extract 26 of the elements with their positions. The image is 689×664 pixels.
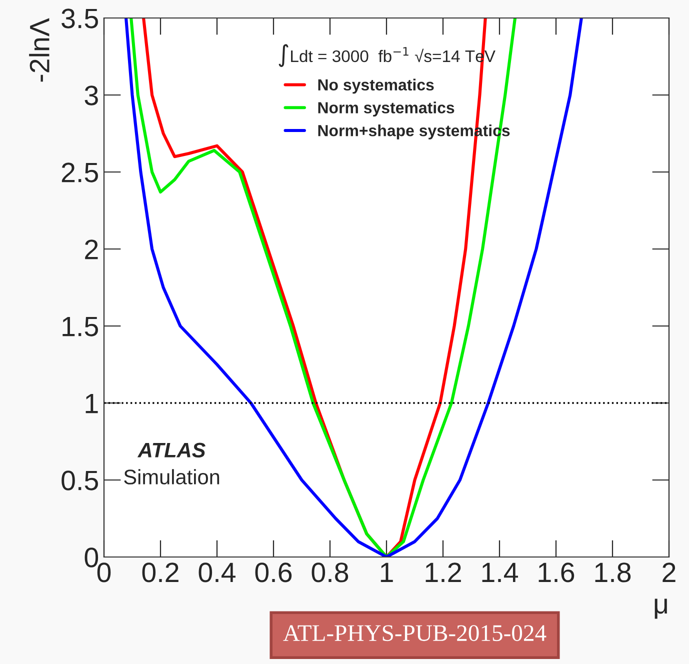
y-tick-label: 3.5 (62, 8, 98, 28)
y-tick-label: 0 (84, 548, 98, 568)
line-series (124, 18, 583, 557)
annotation: Simulation (124, 469, 220, 484)
x-tick-label: 1.2 (426, 562, 461, 582)
y-tick-label: 3 (84, 86, 98, 106)
x-axis-title: μ (654, 598, 667, 619)
x-tick-label: 0.2 (142, 562, 178, 582)
x-tick-label: 1 (380, 562, 393, 582)
x-tick-label: 0.4 (198, 562, 236, 582)
y-tick-label: 1.5 (62, 316, 98, 336)
x-tick-label: 1.8 (595, 562, 631, 582)
x-tick-label: 0.8 (312, 562, 348, 582)
y-axis-title: -2lnΛ (29, 18, 50, 82)
legend-label: No systematics (318, 78, 434, 94)
x-tick-label: 1.6 (538, 562, 574, 582)
y-tick-label: 0.5 (62, 470, 98, 490)
annotation: ATLAS (137, 442, 206, 458)
legend-label: Norm systematics (318, 102, 454, 117)
x-tick-label: 0.6 (255, 562, 292, 582)
x-tick-label: 1.4 (482, 562, 518, 582)
y-tick-label: 2 (85, 240, 98, 260)
text: ATL-PHYS-PUB-2015-024 (283, 625, 546, 642)
y-tick-label: 2.5 (62, 162, 98, 182)
y-tick-label: 1 (86, 394, 98, 414)
x-tick-label: 2 (662, 562, 676, 582)
